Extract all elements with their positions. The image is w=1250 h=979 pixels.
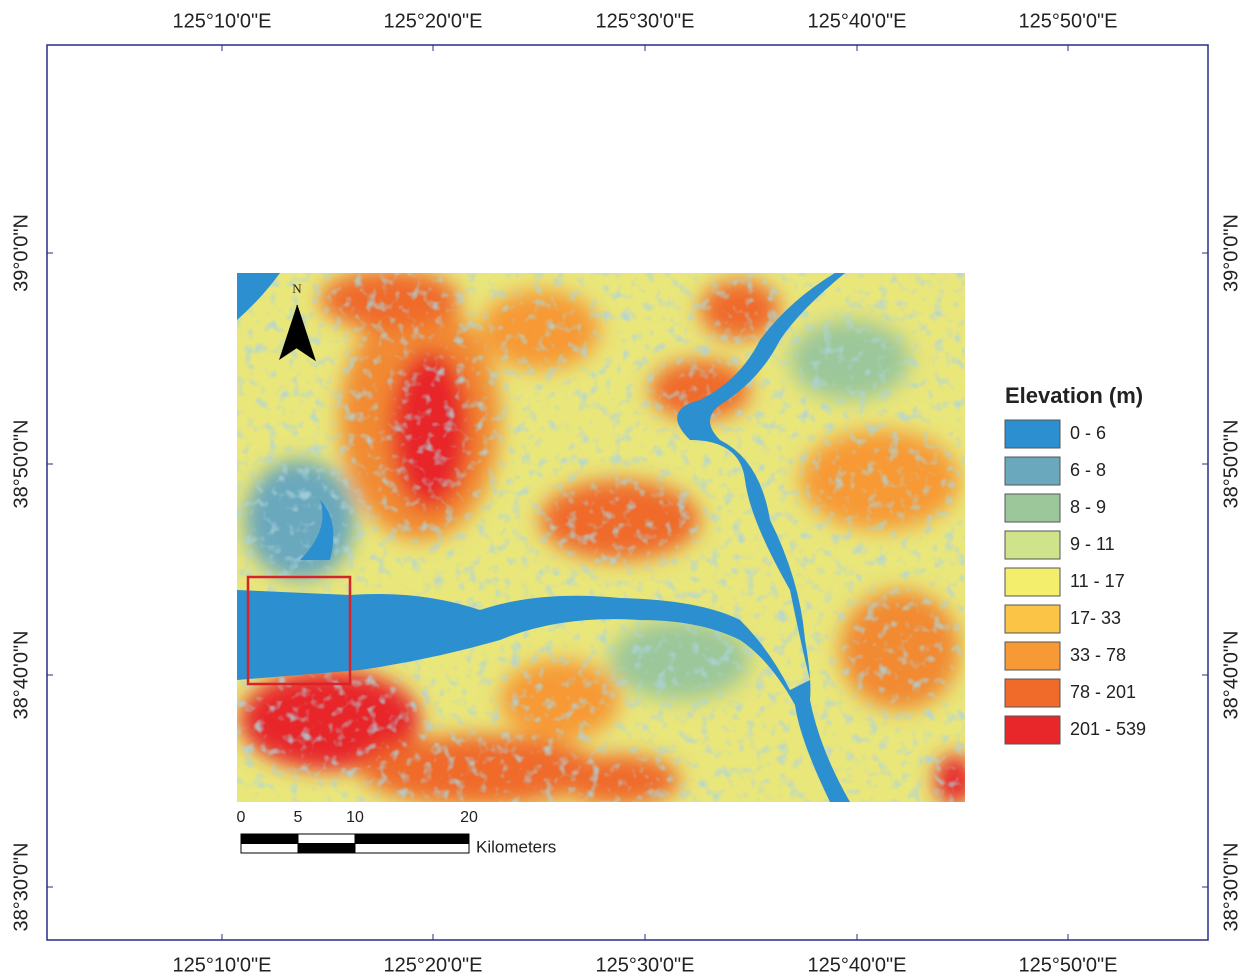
legend-swatch [1005,642,1060,670]
legend-label: 78 - 201 [1070,682,1136,702]
scale-label: 10 [346,809,364,826]
longitude-label: 125°30'0"E [596,954,695,976]
legend-label: 11 - 17 [1070,571,1125,591]
legend-label: 201 - 539 [1070,719,1146,739]
latitude-label: 38°50'0"N [1220,420,1242,509]
legend-label: 8 - 9 [1070,497,1106,517]
latitude-label: 38°50'0"N [10,420,32,509]
legend-label: 9 - 11 [1070,534,1115,554]
scale-unit: Kilometers [476,837,556,856]
longitude-label: 125°20'0"E [384,954,483,976]
latitude-label: 38°30'0"N [1220,843,1242,932]
longitude-label: 125°50'0"E [1019,10,1118,32]
legend-swatch [1005,420,1060,448]
scale-label: 20 [460,809,478,826]
longitude-label: 125°40'0"E [808,954,907,976]
latitude-label: 38°40'0"N [1220,631,1242,720]
scale-segment [241,834,298,844]
map-figure: N Elevation (m) 125°10'0"E 125°20'0"E 125°… [0,0,1250,979]
legend-label: 6 - 8 [1070,460,1106,480]
scale-segment [298,834,355,844]
longitude-label: 125°10'0"E [173,954,272,976]
longitude-label: 125°10'0"E [173,10,272,32]
legend-label: 17- 33 [1070,608,1121,628]
scale-segment [355,844,469,854]
latitude-label: 39°0'0"N [1220,214,1242,292]
longitude-label: 125°40'0"E [808,10,907,32]
legend-swatch [1005,679,1060,707]
latitude-label: 38°30'0"N [10,843,32,932]
longitude-label: 125°50'0"E [1019,954,1118,976]
elevation-raster [237,270,975,805]
scale-label: 0 [237,809,246,826]
legend-swatch [1005,568,1060,596]
latitude-label: 39°0'0"N [10,214,32,292]
legend-label: 33 - 78 [1070,645,1126,665]
legend-swatch [1005,457,1060,485]
legend-title: Elevation (m) [1005,383,1143,408]
legend-swatch [1005,531,1060,559]
longitude-label: 125°30'0"E [596,10,695,32]
scale-segment [241,844,298,854]
north-label: N [292,281,302,296]
scale-segment [298,844,355,854]
legend-swatch [1005,605,1060,633]
scale-segment [355,834,469,844]
latitude-label: 38°40'0"N [10,631,32,720]
longitude-label: 125°20'0"E [384,10,483,32]
legend-label: 0 - 6 [1070,423,1106,443]
legend-swatch [1005,716,1060,744]
scale-label: 5 [294,809,303,826]
legend-swatch [1005,494,1060,522]
